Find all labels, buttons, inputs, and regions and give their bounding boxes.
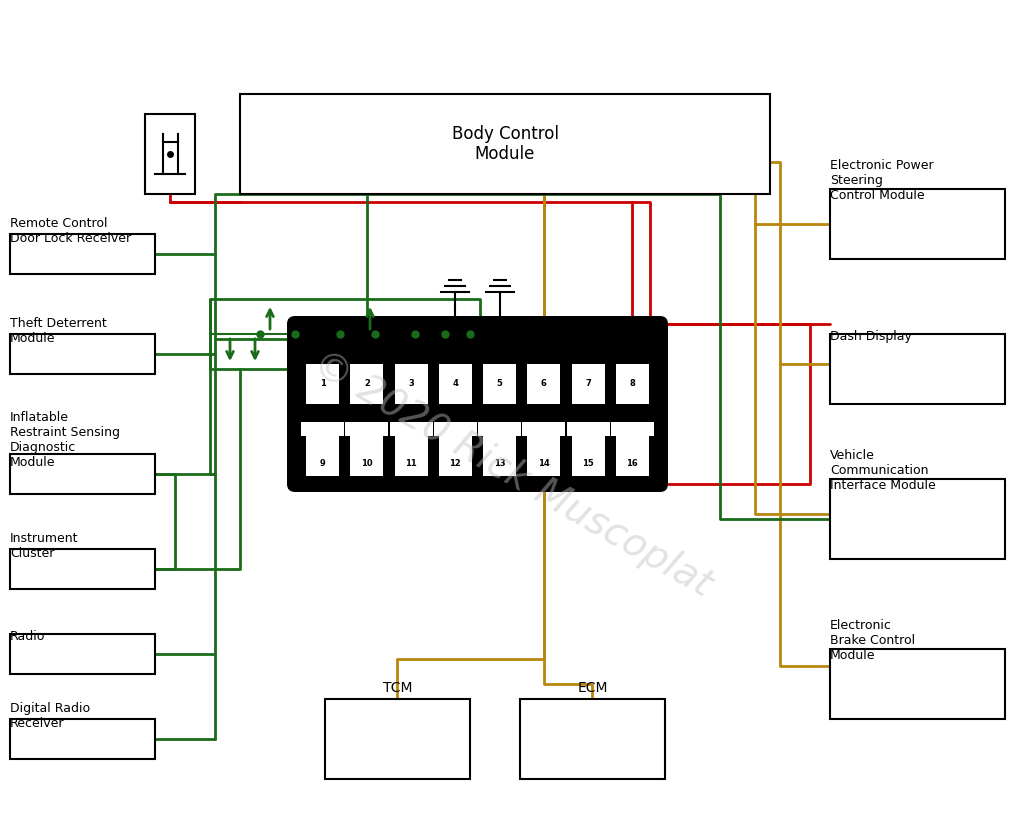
Bar <box>145 114 195 194</box>
Bar <box>566 422 609 436</box>
Text: Inflatable
Restraint Sensing
Diagnostic
Module: Inflatable Restraint Sensing Diagnostic … <box>10 411 120 469</box>
Bar <box>610 422 653 436</box>
Bar <box>301 422 344 436</box>
Bar <box>394 364 428 404</box>
Text: Vehicle
Communication
Interface Module: Vehicle Communication Interface Module <box>830 449 936 492</box>
Text: Theft Deterrent
Module: Theft Deterrent Module <box>10 317 106 345</box>
Bar <box>306 364 339 404</box>
Bar <box>615 428 649 476</box>
Text: 2: 2 <box>364 379 370 388</box>
Bar <box>483 364 516 404</box>
FancyBboxPatch shape <box>287 316 668 492</box>
Bar <box>527 428 560 476</box>
Text: TCM: TCM <box>383 681 413 695</box>
Text: ECM: ECM <box>578 681 608 695</box>
Text: Dash Display: Dash Display <box>830 330 912 343</box>
Text: 14: 14 <box>538 459 550 468</box>
Bar <box>571 364 604 404</box>
Text: Digital Radio
Receiver: Digital Radio Receiver <box>10 702 90 730</box>
Bar <box>830 479 1005 559</box>
Text: Radio: Radio <box>10 630 45 643</box>
Bar <box>10 634 155 674</box>
Text: 5: 5 <box>497 379 503 388</box>
Bar <box>830 649 1005 719</box>
Text: 7: 7 <box>585 379 591 388</box>
Bar <box>350 364 383 404</box>
Text: 16: 16 <box>627 459 638 468</box>
Bar <box>350 428 383 476</box>
Text: Electronic
Brake Control
Module: Electronic Brake Control Module <box>830 619 915 662</box>
Bar <box>439 428 472 476</box>
Bar <box>483 428 516 476</box>
Bar <box>439 364 472 404</box>
Bar <box>325 699 470 779</box>
Text: 15: 15 <box>583 459 594 468</box>
Text: 6: 6 <box>541 379 547 388</box>
Bar <box>10 234 155 274</box>
Bar <box>615 364 649 404</box>
Text: 1: 1 <box>319 379 326 388</box>
Text: 3: 3 <box>409 379 414 388</box>
Bar <box>10 334 155 374</box>
Bar <box>527 364 560 404</box>
Text: Body Control
Module: Body Control Module <box>452 125 558 164</box>
Bar <box>10 549 155 589</box>
Bar <box>434 422 477 436</box>
Bar <box>240 94 770 194</box>
Text: 13: 13 <box>494 459 506 468</box>
Bar <box>10 719 155 759</box>
Bar <box>394 428 428 476</box>
Bar <box>522 422 565 436</box>
Bar <box>830 189 1005 259</box>
Text: © 2020 Rick Muscoplat: © 2020 Rick Muscoplat <box>305 344 719 604</box>
Text: 12: 12 <box>450 459 461 468</box>
Text: Electronic Power
Steering
Control Module: Electronic Power Steering Control Module <box>830 159 934 202</box>
Bar <box>478 422 521 436</box>
Text: 9: 9 <box>319 459 326 468</box>
Bar <box>571 428 604 476</box>
Text: 4: 4 <box>453 379 459 388</box>
Bar <box>830 334 1005 404</box>
Bar <box>306 428 339 476</box>
Bar <box>345 422 388 436</box>
Text: 8: 8 <box>630 379 635 388</box>
Bar <box>10 454 155 494</box>
Text: Remote Control
Door Lock Receiver: Remote Control Door Lock Receiver <box>10 217 131 245</box>
Text: Instrument
Cluster: Instrument Cluster <box>10 532 79 560</box>
Bar <box>520 699 665 779</box>
Text: 11: 11 <box>406 459 417 468</box>
Bar <box>390 422 433 436</box>
Text: 10: 10 <box>361 459 373 468</box>
